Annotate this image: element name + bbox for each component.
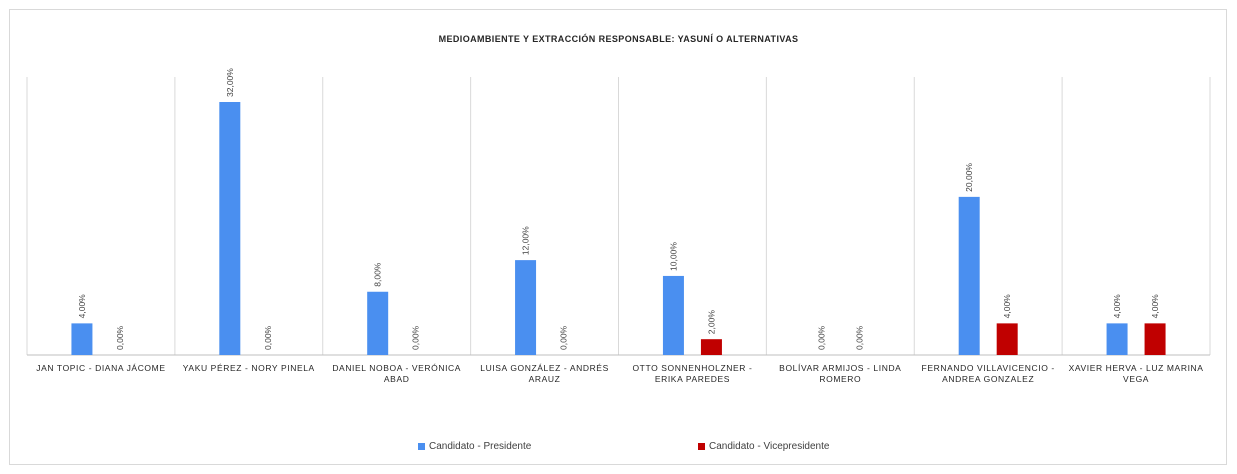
- data-label: 0,00%: [115, 325, 125, 350]
- category-label: OTTO SONNENHOLZNER - ERIKA PAREDES: [632, 363, 753, 384]
- data-label: 0,00%: [559, 325, 569, 350]
- chart-frame: [9, 9, 1227, 465]
- bar-presidente: [515, 260, 537, 355]
- data-label: 20,00%: [964, 163, 974, 192]
- data-label: 0,00%: [816, 325, 826, 350]
- data-label: 0,00%: [263, 325, 273, 350]
- legend-swatch-presidente: [418, 443, 425, 450]
- category-label: DANIEL NOBOA - VERÓNICA ABAD: [332, 363, 462, 384]
- bar-presidente: [1106, 323, 1128, 355]
- data-label: 4,00%: [1150, 294, 1160, 319]
- data-label: 0,00%: [411, 325, 421, 350]
- bar-presidente: [958, 196, 980, 355]
- bar-presidente: [71, 323, 93, 355]
- bar-presidente: [662, 275, 684, 355]
- data-label: 12,00%: [521, 226, 531, 255]
- data-label: 0,00%: [854, 325, 864, 350]
- category-label: FERNANDO VILLAVICENCIO - ANDREA GONZALEZ: [921, 363, 1055, 384]
- legend-label-presidente: Candidato - Presidente: [429, 441, 532, 452]
- chart-title: MEDIOAMBIENTE Y EXTRACCIÓN RESPONSABLE: …: [438, 34, 799, 44]
- category-label: XAVIER HERVA - LUZ MARINA VEGA: [1068, 363, 1204, 384]
- legend-swatch-vicepresidente: [698, 443, 705, 450]
- data-label: 2,00%: [706, 310, 716, 335]
- bar-vicepresidente: [996, 323, 1018, 355]
- category-label: BOLÍVAR ARMIJOS - LINDA ROMERO: [779, 363, 902, 384]
- category-label: JAN TOPIC - DIANA JÁCOME: [36, 363, 166, 373]
- data-label: 10,00%: [668, 242, 678, 271]
- data-label: 4,00%: [1112, 294, 1122, 319]
- legend-label-vicepresidente: Candidato - Vicepresidente: [709, 441, 830, 452]
- category-label: LUISA GONZÁLEZ - ANDRÉS ARAUZ: [480, 363, 609, 384]
- data-label: 4,00%: [77, 294, 87, 319]
- bar-vicepresidente: [1144, 323, 1166, 355]
- category-label: YAKU PÉREZ - NORY PINELA: [182, 363, 315, 373]
- data-label: 8,00%: [373, 262, 383, 287]
- data-label: 32,00%: [225, 68, 235, 97]
- bar-presidente: [367, 291, 389, 355]
- data-label: 4,00%: [1002, 294, 1012, 319]
- bar-presidente: [219, 102, 241, 355]
- legend-item-vicepresidente: Candidato - Vicepresidente: [698, 441, 829, 452]
- legend-item-presidente: Candidato - Presidente: [418, 441, 531, 452]
- bar-vicepresidente: [700, 339, 722, 355]
